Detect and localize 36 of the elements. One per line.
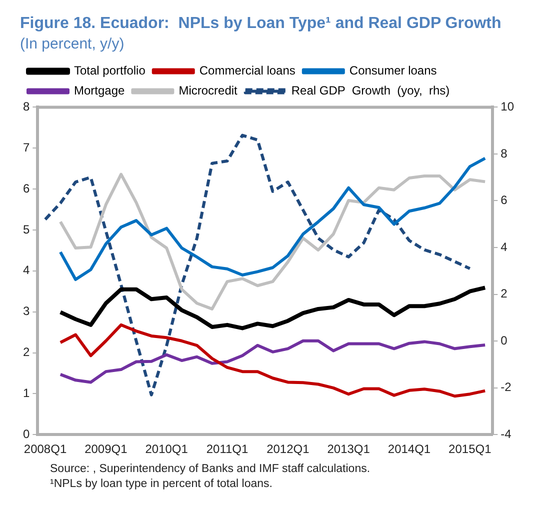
chart-subtitle: (In percent, y/y): [20, 35, 124, 52]
legend-label: Microcredit: [178, 84, 238, 98]
x-tick-label: 2009Q1: [84, 442, 128, 456]
y2-tick-label: 10: [500, 100, 514, 114]
x-tick-label: 2015Q1: [448, 442, 492, 456]
x-tick-label: 2008Q1: [24, 442, 67, 456]
legend-label: Total portfolio: [74, 64, 146, 78]
legend-label: Real GDP Growth (yoy, rhs): [291, 84, 450, 98]
x-tick-label: 2012Q1: [266, 442, 310, 456]
legend-label: Mortgage: [74, 84, 126, 98]
y2-tick-label: -2: [500, 380, 512, 394]
x-tick-label: 2011Q1: [206, 442, 248, 456]
y-tick-label: 3: [22, 304, 30, 318]
y-tick-label: 8: [22, 100, 30, 114]
x-tick-label: 2010Q1: [145, 442, 188, 456]
y-tick-label: 2: [22, 345, 30, 360]
line-series: [44, 134, 472, 396]
y2-tick-label: 4: [500, 240, 508, 254]
y-tick-label: 0: [22, 426, 30, 441]
y2-tick-label: 2: [500, 286, 508, 301]
y2-tick-label: 0: [500, 333, 508, 348]
y2-tick-label: -4: [500, 426, 512, 441]
y-tick-label: 5: [22, 222, 30, 236]
legend-label: Commercial loans: [199, 64, 296, 78]
y-tick-label: 1: [22, 386, 30, 400]
y-tick-label: 4: [22, 263, 30, 278]
legend-label: Consumer loans: [349, 64, 437, 78]
x-tick-label: 2014Q1: [388, 442, 431, 456]
y-tick-label: 6: [22, 181, 30, 196]
text: ¹NPLs by loan type in percent of total loans.: [50, 477, 274, 492]
source-note: Source: , Superintendency of Banks and IMF staff calculations.: [50, 462, 370, 477]
y2-tick-label: 6: [500, 193, 508, 208]
x-tick-label: 2013Q1: [327, 442, 370, 456]
chart-title: Figure 18. Ecuador: NPLs by Loan Type¹ and Real GDP Growth: [20, 15, 502, 32]
y2-tick-label: 8: [500, 146, 508, 160]
y-tick-label: 7: [22, 140, 30, 154]
